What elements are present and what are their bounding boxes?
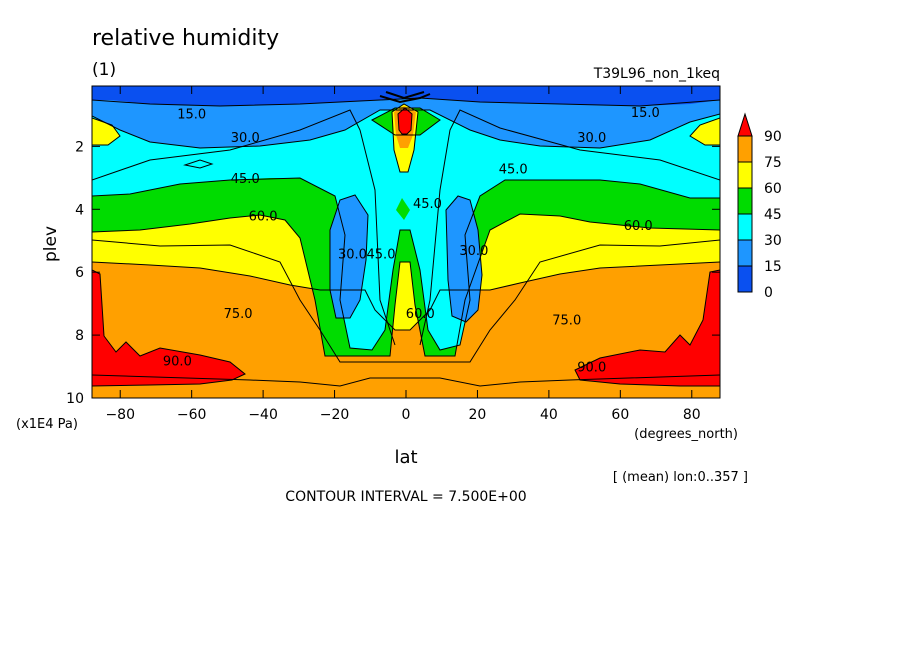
heatmap-fill — [92, 86, 720, 398]
colorbar-swatch — [737, 161, 753, 189]
band-0-15 — [92, 86, 720, 106]
chart-title: relative humidity — [92, 26, 279, 51]
x-tick-label: 80 — [683, 407, 701, 423]
contour-label: 45.0 — [499, 162, 528, 177]
colorbar-swatch — [737, 239, 753, 267]
contour-label: 30.0 — [577, 131, 606, 146]
y-tick-label: 10 — [66, 391, 84, 407]
contour-label: 60.0 — [624, 219, 653, 234]
chart-subtitle: (1) — [92, 60, 116, 80]
colorbar-swatch — [737, 265, 753, 293]
x-tick-label: 60 — [611, 407, 629, 423]
contour-label: 90.0 — [163, 354, 192, 369]
colorbar-label: 90 — [764, 129, 782, 145]
x-axis-title: lat — [394, 447, 417, 468]
y-tick-label: 6 — [75, 265, 84, 281]
x-tick-label: −20 — [320, 407, 350, 423]
contour-label: 15.0 — [631, 106, 660, 121]
contour-label: 60.0 — [406, 307, 435, 322]
contour-label: 30.0 — [459, 244, 488, 259]
colorbar-swatch — [737, 187, 753, 215]
contour-label: 45.0 — [367, 247, 396, 262]
colorbar-swatch — [737, 135, 753, 163]
x-axis-units: (degrees_north) — [634, 427, 738, 442]
band-30-45 — [92, 86, 720, 350]
x-tick-label: 0 — [402, 407, 411, 423]
contour-label: 60.0 — [249, 210, 278, 225]
colorbar-label: 75 — [764, 155, 782, 171]
x-tick-label: 40 — [540, 407, 558, 423]
contour-interval: CONTOUR INTERVAL = 7.500E+00 — [285, 489, 526, 505]
contour-label: 45.0 — [413, 197, 442, 212]
y-tick-label: 8 — [75, 328, 84, 344]
contour-label: 45.0 — [231, 172, 260, 187]
contour-label: 15.0 — [177, 107, 206, 122]
colorbar-label: 30 — [764, 233, 782, 249]
contour-label: 75.0 — [552, 313, 581, 328]
colorbar-extend-arrow — [737, 112, 753, 137]
mean-note: [ (mean) lon:0..357 ] — [613, 470, 748, 485]
y-tick-label: 4 — [75, 202, 84, 218]
contour-label: 90.0 — [577, 361, 606, 376]
y-tick-label: 2 — [75, 139, 84, 155]
colorbar-swatch — [737, 213, 753, 241]
x-tick-label: −80 — [105, 407, 135, 423]
run-name: T39L96_non_1keq — [593, 66, 720, 82]
colorbar: 0 15 30 45 60 75 90 — [737, 112, 782, 301]
x-tick-label: −60 — [177, 407, 207, 423]
contour-label: 30.0 — [231, 131, 260, 146]
colorbar-label: 15 — [764, 259, 782, 275]
y-axis: 2 4 6 8 10 — [66, 139, 720, 407]
y-axis-units: (x1E4 Pa) — [16, 417, 78, 432]
x-axis: −80 −60 −40 −20 0 20 40 60 80 — [105, 86, 701, 423]
contour-labels: 15.030.045.060.075.090.030.0 45.045.060.0… — [163, 106, 660, 376]
y-axis-title: plev — [41, 226, 61, 262]
x-tick-label: −40 — [248, 407, 278, 423]
contour-label: 30.0 — [338, 247, 367, 262]
colorbar-label: 45 — [764, 207, 782, 223]
colorbar-label: 60 — [764, 181, 782, 197]
contour-label: 75.0 — [224, 307, 253, 322]
colorbar-label: 0 — [764, 285, 773, 301]
x-tick-label: 20 — [469, 407, 487, 423]
